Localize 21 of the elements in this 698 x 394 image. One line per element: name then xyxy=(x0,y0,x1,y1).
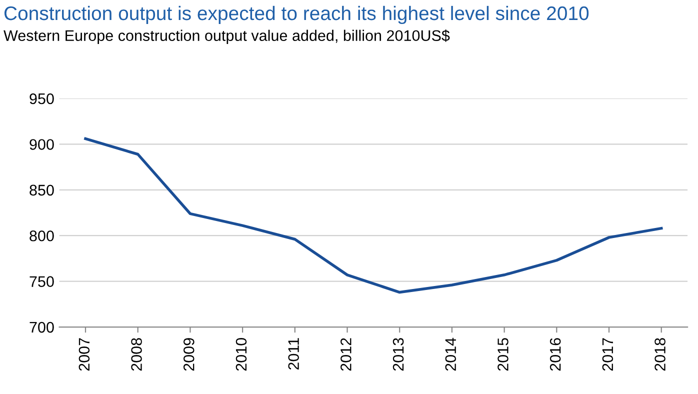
x-tick-label: 2008 xyxy=(131,338,142,371)
y-tick-label: 850 xyxy=(30,184,54,196)
y-tick-label: 800 xyxy=(30,230,54,242)
x-tick-label: 2013 xyxy=(392,338,404,371)
x-tick-label: 2009 xyxy=(183,338,194,371)
x-tick-label: 2014 xyxy=(445,338,456,371)
y-tick-label: 950 xyxy=(30,93,54,104)
line-series xyxy=(84,137,663,294)
x-tick-label: 2011 xyxy=(288,338,300,370)
x-tick-label: 2010 xyxy=(236,338,247,371)
y-tick-label: 700 xyxy=(30,322,54,333)
x-tick-label: 2017 xyxy=(602,338,614,371)
x-tick-label: 2007 xyxy=(78,338,90,371)
chart-subtitle: Western Europe construction output value added, billion 2010US$ xyxy=(4,30,450,44)
chart-title: Construction output is expected to reach its highest level since 2010 xyxy=(4,6,589,24)
x-tick-label: 2018 xyxy=(654,338,666,371)
x-tick-label: 2015 xyxy=(498,338,508,371)
y-tick-label: 750 xyxy=(30,276,54,287)
x-tick-label: 2016 xyxy=(550,338,561,371)
y-tick-label: 900 xyxy=(30,139,54,150)
x-tick-label: 2012 xyxy=(340,338,352,371)
